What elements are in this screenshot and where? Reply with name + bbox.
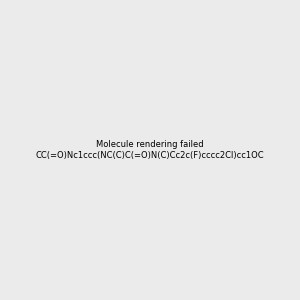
Text: Molecule rendering failed
CC(=O)Nc1ccc(NC(C)C(=O)N(C)Cc2c(F)cccc2Cl)cc1OC: Molecule rendering failed CC(=O)Nc1ccc(N… [36, 140, 264, 160]
